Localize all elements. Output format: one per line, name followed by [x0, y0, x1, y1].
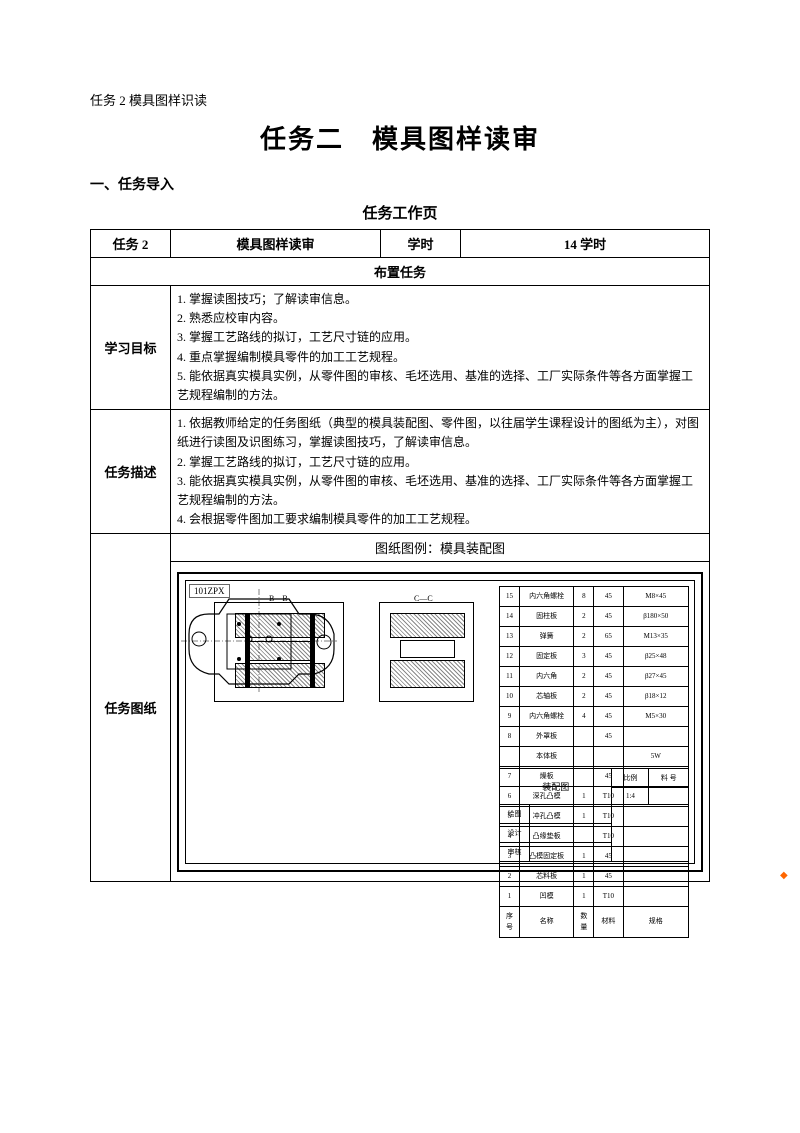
- section-view-cc: [379, 602, 474, 702]
- subtitle: 任务工作页: [90, 202, 710, 223]
- desc-label: 任务描述: [91, 410, 171, 534]
- section-heading: 一、任务导入: [90, 174, 710, 194]
- goals-label: 学习目标: [91, 286, 171, 410]
- block: [400, 640, 455, 658]
- page-small-header: 任务 2 模具图样识读: [90, 90, 710, 109]
- hours-value: 14 学时: [461, 230, 710, 258]
- tb-matno: 料 号: [649, 768, 689, 787]
- block: [390, 660, 465, 688]
- drawing-caption: 图纸图例：模具装配图: [171, 534, 710, 562]
- drawing-label: 任务图纸: [91, 534, 171, 882]
- tb-empty: [649, 787, 689, 804]
- tb-draw: 绘图: [500, 804, 530, 823]
- plan-view: [179, 574, 339, 699]
- block: [390, 613, 465, 638]
- watermark-icon: ◆: [780, 870, 800, 890]
- task-num-label: 任务 2: [91, 230, 171, 258]
- assign-header: 布置任务: [91, 258, 710, 286]
- plan-shape-svg: [179, 584, 339, 694]
- tb-appr: 审核: [500, 842, 530, 861]
- task-name: 模具图样读审: [171, 230, 381, 258]
- desc-content: 1. 依据教师给定的任务图纸（典型的模具装配图、零件图，以往届学生课程设计的图纸…: [171, 410, 710, 534]
- tb-name: 装配图: [500, 768, 612, 804]
- tb-scale-label: 比例: [612, 768, 649, 787]
- drawing-cell: 101ZPX B—B C—C: [171, 562, 710, 882]
- hours-label: 学时: [381, 230, 461, 258]
- tb-check: 设计: [500, 823, 530, 842]
- tb-scale-val: 1:4: [612, 787, 649, 804]
- engineering-frame: 101ZPX B—B C—C: [177, 572, 703, 872]
- title-block: 装配图 比例 料 号 1:4 绘图 设计 审核: [499, 768, 689, 862]
- task-table: 任务 2 模具图样读审 学时 14 学时 布置任务 学习目标 1. 掌握读图技巧…: [90, 229, 710, 882]
- goals-content: 1. 掌握读图技巧；了解读审信息。2. 熟悉应校审内容。3. 掌握工艺路线的拟订…: [171, 286, 710, 410]
- page-title: 任务二 模具图样读审: [90, 119, 710, 156]
- parts-list-table: 15内六角螺栓845M8×4514固柱板245β180×5013弹簧265M13…: [499, 586, 689, 938]
